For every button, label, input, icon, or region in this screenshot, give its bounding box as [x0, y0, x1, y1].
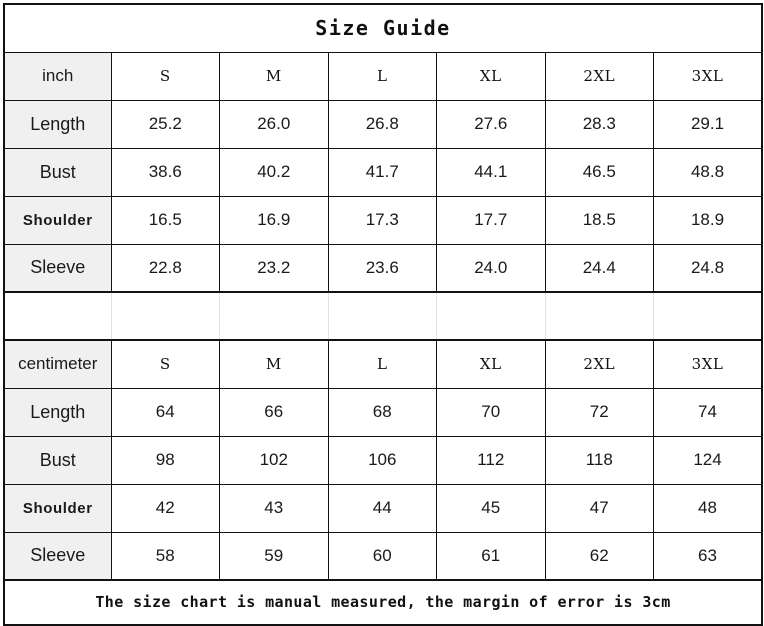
cell-bust-xl: 112: [436, 435, 546, 485]
title-row: Size Guide: [3, 3, 763, 53]
row-label-sleeve: Sleeve: [3, 531, 112, 581]
spacer-cell: [4, 291, 112, 341]
cell-sleeve-s: 58: [110, 531, 220, 581]
cell-bust-3xl: 124: [653, 435, 763, 485]
size-header-2xl: 2XL: [544, 51, 654, 101]
size-header-l: L: [327, 51, 437, 101]
cell-shoulder-l: 17.3: [327, 195, 437, 245]
spacer-cell: [436, 291, 546, 341]
cell-sleeve-2xl: 62: [544, 531, 654, 581]
table-row: Shoulder 16.5 16.9 17.3 17.7 18.5 18.9: [3, 195, 763, 245]
cell-shoulder-3xl: 18.9: [653, 195, 763, 245]
row-label-bust: Bust: [3, 147, 112, 197]
cell-sleeve-xl: 24.0: [436, 243, 546, 293]
size-table-body: Size Guide inch S M L XL 2XL 3XL Length 25.2 26.0…: [3, 3, 763, 625]
row-label-length: Length: [3, 387, 112, 437]
cell-sleeve-3xl: 24.8: [653, 243, 763, 293]
size-header-m: M: [219, 339, 329, 389]
cell-shoulder-l: 44: [327, 483, 437, 533]
unit-header-row-inch: inch S M L XL 2XL 3XL: [3, 51, 763, 101]
cell-bust-l: 106: [327, 435, 437, 485]
cell-sleeve-2xl: 24.4: [544, 243, 654, 293]
footer-note-row: The size chart is manual measured, the m…: [4, 579, 762, 625]
cell-bust-xl: 44.1: [436, 147, 546, 197]
cell-length-s: 64: [110, 387, 220, 437]
cell-sleeve-m: 59: [219, 531, 329, 581]
footer-note-cell: The size chart is manual measured, the m…: [4, 579, 762, 625]
row-label-shoulder: Shoulder: [3, 195, 112, 245]
row-label-length: Length: [3, 99, 112, 149]
size-header-xl: XL: [436, 339, 546, 389]
cell-length-l: 68: [327, 387, 437, 437]
cell-shoulder-3xl: 48: [653, 483, 763, 533]
spacer-cell: [110, 291, 220, 341]
cell-shoulder-xl: 45: [436, 483, 546, 533]
cell-bust-2xl: 46.5: [544, 147, 654, 197]
spacer-cell: [544, 291, 654, 341]
size-header-s: S: [110, 339, 220, 389]
size-header-3xl: 3XL: [653, 339, 763, 389]
cell-length-2xl: 72: [544, 387, 654, 437]
cell-shoulder-s: 42: [110, 483, 220, 533]
cell-shoulder-m: 16.9: [219, 195, 329, 245]
table-row: Shoulder 42 43 44 45 47 48: [3, 483, 763, 533]
cell-bust-l: 41.7: [327, 147, 437, 197]
size-guide-table: Size Guide inch S M L XL 2XL 3XL Length 25.2 26.0…: [3, 3, 763, 626]
section-spacer-row: [4, 291, 762, 341]
cell-length-xl: 70: [436, 387, 546, 437]
spacer-cell: [653, 291, 762, 341]
cell-sleeve-l: 60: [327, 531, 437, 581]
size-header-m: M: [219, 51, 329, 101]
spacer-cell: [327, 291, 437, 341]
size-header-l: L: [327, 339, 437, 389]
row-label-shoulder: Shoulder: [3, 483, 112, 533]
cell-shoulder-2xl: 47: [544, 483, 654, 533]
cell-sleeve-m: 23.2: [219, 243, 329, 293]
cell-sleeve-l: 23.6: [327, 243, 437, 293]
cell-length-m: 26.0: [219, 99, 329, 149]
size-header-3xl: 3XL: [653, 51, 763, 101]
cell-sleeve-3xl: 63: [653, 531, 763, 581]
cell-shoulder-s: 16.5: [110, 195, 220, 245]
spacer-cell: [219, 291, 329, 341]
cell-shoulder-2xl: 18.5: [544, 195, 654, 245]
title-cell: Size Guide: [3, 3, 763, 53]
cell-shoulder-m: 43: [219, 483, 329, 533]
size-header-s: S: [110, 51, 220, 101]
cell-bust-m: 102: [219, 435, 329, 485]
cell-length-2xl: 28.3: [544, 99, 654, 149]
cell-sleeve-xl: 61: [436, 531, 546, 581]
page-title: Size Guide: [315, 16, 451, 41]
cell-length-3xl: 29.1: [653, 99, 763, 149]
unit-label-inch: inch: [3, 51, 112, 101]
cell-length-3xl: 74: [653, 387, 763, 437]
unit-header-row-centimeter: centimeter S M L XL 2XL 3XL: [3, 339, 763, 389]
cell-bust-s: 98: [110, 435, 220, 485]
table-row: Sleeve 22.8 23.2 23.6 24.0 24.4 24.8: [3, 243, 763, 293]
cell-length-m: 66: [219, 387, 329, 437]
cell-bust-2xl: 118: [544, 435, 654, 485]
unit-label-centimeter: centimeter: [3, 339, 112, 389]
cell-length-l: 26.8: [327, 99, 437, 149]
cell-sleeve-s: 22.8: [110, 243, 220, 293]
table-row: Sleeve 58 59 60 61 62 63: [3, 531, 763, 581]
row-label-bust: Bust: [3, 435, 112, 485]
size-header-xl: XL: [436, 51, 546, 101]
cell-bust-m: 40.2: [219, 147, 329, 197]
size-header-2xl: 2XL: [544, 339, 654, 389]
row-label-sleeve: Sleeve: [3, 243, 112, 293]
table-row: Length 25.2 26.0 26.8 27.6 28.3 29.1: [3, 99, 763, 149]
cell-bust-s: 38.6: [110, 147, 220, 197]
cell-bust-3xl: 48.8: [653, 147, 763, 197]
cell-length-xl: 27.6: [436, 99, 546, 149]
footer-note-text: The size chart is manual measured, the m…: [95, 593, 671, 611]
cell-shoulder-xl: 17.7: [436, 195, 546, 245]
cell-length-s: 25.2: [110, 99, 220, 149]
table-row: Bust 38.6 40.2 41.7 44.1 46.5 48.8: [3, 147, 763, 197]
table-row: Bust 98 102 106 112 118 124: [3, 435, 763, 485]
table-row: Length 64 66 68 70 72 74: [3, 387, 763, 437]
